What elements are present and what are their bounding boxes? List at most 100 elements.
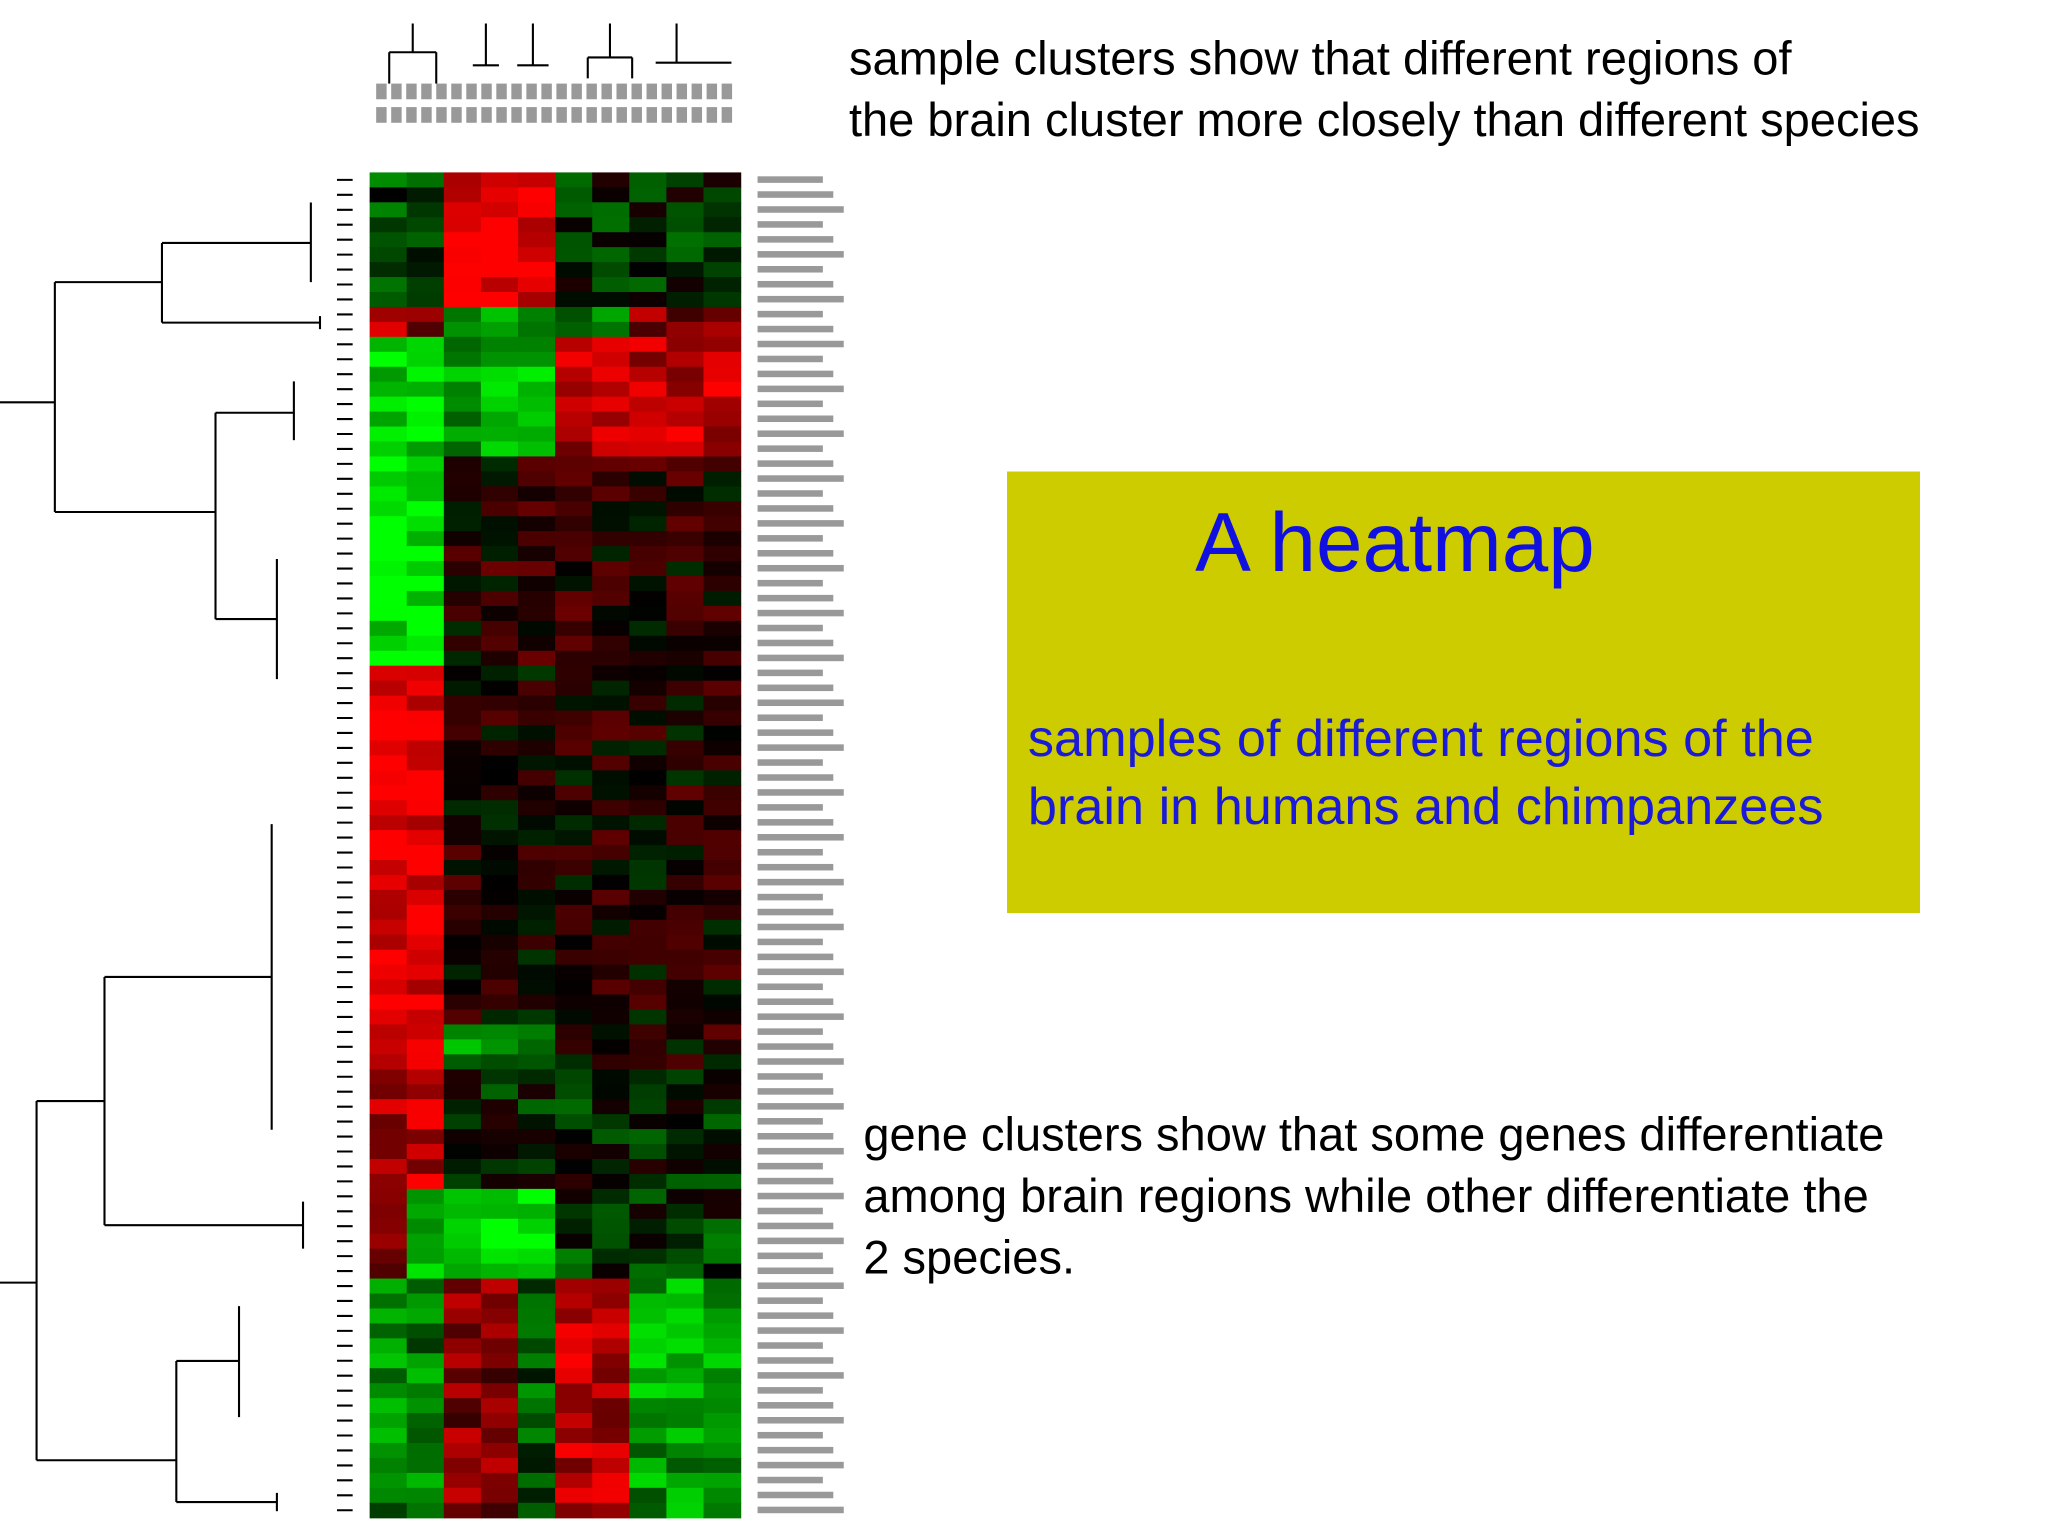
heatmap-cell xyxy=(518,336,556,353)
heatmap-cell xyxy=(443,800,482,816)
heatmap-cell xyxy=(555,755,593,771)
heatmap-cell xyxy=(555,845,593,861)
row-label-glyphs xyxy=(757,1342,823,1349)
heatmap-cell xyxy=(518,456,556,473)
heatmap-cell xyxy=(369,1039,408,1055)
heatmap-cell xyxy=(480,874,519,891)
heatmap-cell xyxy=(406,860,445,876)
heatmap-cell xyxy=(406,1308,445,1325)
heatmap-cell xyxy=(629,1353,668,1369)
heatmap-cell xyxy=(480,979,519,996)
heatmap-cell xyxy=(518,426,556,443)
heatmap-cell xyxy=(443,845,482,861)
row-label-glyphs xyxy=(757,684,834,692)
heatmap-cell xyxy=(480,1293,519,1310)
heatmap-cell xyxy=(369,1383,408,1399)
heatmap-cell xyxy=(443,1054,482,1070)
heatmap-cell xyxy=(666,755,705,771)
heatmap-cell xyxy=(406,994,445,1011)
heatmap-cell xyxy=(703,441,742,458)
sample-label-glyphs xyxy=(631,107,642,123)
heatmap-cell xyxy=(555,306,593,323)
heatmap-cell xyxy=(592,979,630,996)
heatmap-cell xyxy=(629,1248,668,1265)
heatmap-cell xyxy=(443,1024,482,1041)
heatmap-cell xyxy=(666,1203,705,1220)
heatmap-cell xyxy=(703,262,742,278)
heatmap-cell xyxy=(703,501,742,517)
heatmap-cell xyxy=(518,755,556,771)
heatmap-cell xyxy=(555,1457,593,1474)
heatmap-cell xyxy=(480,396,519,413)
heatmap-cell xyxy=(592,1338,630,1354)
heatmap-cell xyxy=(555,1413,593,1429)
heatmap-cell xyxy=(629,1144,668,1160)
row-label-glyphs xyxy=(757,923,844,931)
row-label-glyphs xyxy=(757,639,834,647)
heatmap-cell xyxy=(518,1308,556,1325)
heatmap-cell xyxy=(703,1308,742,1325)
heatmap-cell xyxy=(518,650,556,667)
heatmap-cell xyxy=(443,1338,482,1354)
heatmap-cell xyxy=(480,1144,519,1160)
heatmap-cell xyxy=(480,934,519,951)
heatmap-cell xyxy=(629,247,668,263)
heatmap-cell xyxy=(406,1054,445,1070)
heatmap-cell xyxy=(406,396,445,413)
heatmap-cell xyxy=(406,1203,445,1220)
heatmap-cell xyxy=(592,1308,630,1325)
heatmap-cell xyxy=(443,889,482,906)
heatmap-cell xyxy=(666,919,705,936)
heatmap-cell xyxy=(555,441,593,458)
heatmap-cell xyxy=(406,381,445,398)
heatmap-cell xyxy=(555,695,593,712)
heatmap-cell xyxy=(518,874,556,891)
heatmap-cell xyxy=(406,874,445,891)
heatmap-cell xyxy=(369,725,408,742)
heatmap-cell xyxy=(369,1248,408,1265)
row-label-glyphs xyxy=(757,1267,834,1275)
heatmap-cell xyxy=(666,1457,705,1474)
heatmap-cell xyxy=(480,366,519,383)
heatmap-cell xyxy=(592,306,630,323)
heatmap-cell xyxy=(629,486,668,502)
heatmap-cell xyxy=(443,785,482,801)
heatmap-cell xyxy=(629,680,668,697)
heatmap-cell xyxy=(592,1218,630,1235)
heatmap-cell xyxy=(518,1188,556,1205)
heatmap-cell xyxy=(518,546,556,562)
row-label-glyphs xyxy=(757,1147,844,1155)
heatmap-cell xyxy=(592,1472,630,1489)
sample-label-glyphs xyxy=(646,107,657,123)
heatmap-cell xyxy=(666,635,705,652)
heatmap-cell xyxy=(666,262,705,278)
heatmap-cell xyxy=(629,1308,668,1325)
heatmap-cell xyxy=(555,426,593,443)
heatmap-cell xyxy=(518,217,556,233)
row-label-glyphs xyxy=(757,1222,834,1230)
heatmap-cell xyxy=(518,1353,556,1369)
heatmap-cell xyxy=(369,1308,408,1325)
heatmap-cell xyxy=(592,590,630,607)
heatmap-cell xyxy=(629,1173,668,1190)
heatmap-cell xyxy=(666,979,705,996)
heatmap-cell xyxy=(592,994,630,1011)
heatmap-cell xyxy=(703,471,742,487)
heatmap-cell xyxy=(406,1158,445,1175)
heatmap-cell xyxy=(406,1487,445,1504)
heatmap-cell xyxy=(629,277,668,293)
heatmap-cell xyxy=(369,576,408,592)
heatmap-cell xyxy=(406,620,445,637)
row-label-glyphs xyxy=(757,1416,844,1424)
heatmap-cell xyxy=(406,1293,445,1310)
heatmap-cell xyxy=(480,531,519,547)
row-label-glyphs xyxy=(757,236,834,243)
heatmap-cell xyxy=(629,1323,668,1339)
heatmap-cell xyxy=(592,262,630,278)
heatmap-cell xyxy=(518,904,556,921)
heatmap-cell xyxy=(555,1173,593,1190)
heatmap-cell xyxy=(518,800,556,816)
row-label-glyphs xyxy=(757,535,823,542)
heatmap-cell xyxy=(406,650,445,667)
